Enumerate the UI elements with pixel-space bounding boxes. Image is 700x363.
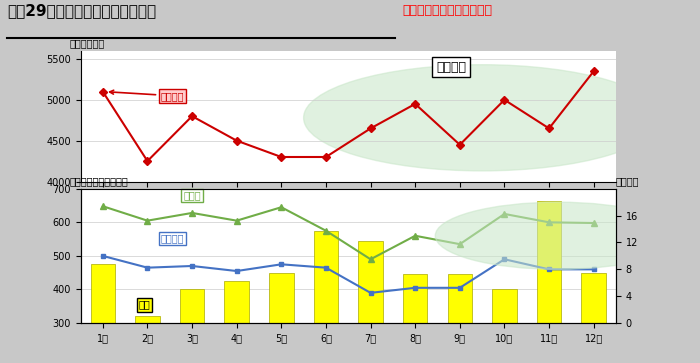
Bar xyxy=(403,274,428,363)
Bar xyxy=(225,281,249,363)
Bar xyxy=(447,274,472,363)
Y-axis label: （死者）: （死者） xyxy=(616,176,640,186)
Ellipse shape xyxy=(435,202,680,269)
Text: 物件事故: 物件事故 xyxy=(110,90,184,101)
Text: 死者: 死者 xyxy=(139,299,150,310)
Text: （物件事故）: （物件事故） xyxy=(70,38,105,48)
Bar xyxy=(314,231,338,363)
Text: 人身事故: 人身事故 xyxy=(161,233,184,244)
Text: （人身事故・負傷者）: （人身事故・負傷者） xyxy=(70,176,129,186)
Bar xyxy=(180,290,204,363)
Text: 負傷者: 負傷者 xyxy=(183,191,201,200)
Bar xyxy=(90,264,115,363)
Bar xyxy=(135,317,160,363)
Ellipse shape xyxy=(304,65,661,171)
Bar xyxy=(492,290,517,363)
Bar xyxy=(582,273,606,363)
Text: 事故件数は年に比較的多い: 事故件数は年に比較的多い xyxy=(402,4,493,17)
Text: 月別推移: 月別推移 xyxy=(436,61,466,74)
Bar xyxy=(358,241,383,363)
Bar xyxy=(269,273,293,363)
Bar xyxy=(537,200,561,363)
Text: 平成29年の三重県の交通事故状況: 平成29年の三重県の交通事故状況 xyxy=(7,4,156,19)
